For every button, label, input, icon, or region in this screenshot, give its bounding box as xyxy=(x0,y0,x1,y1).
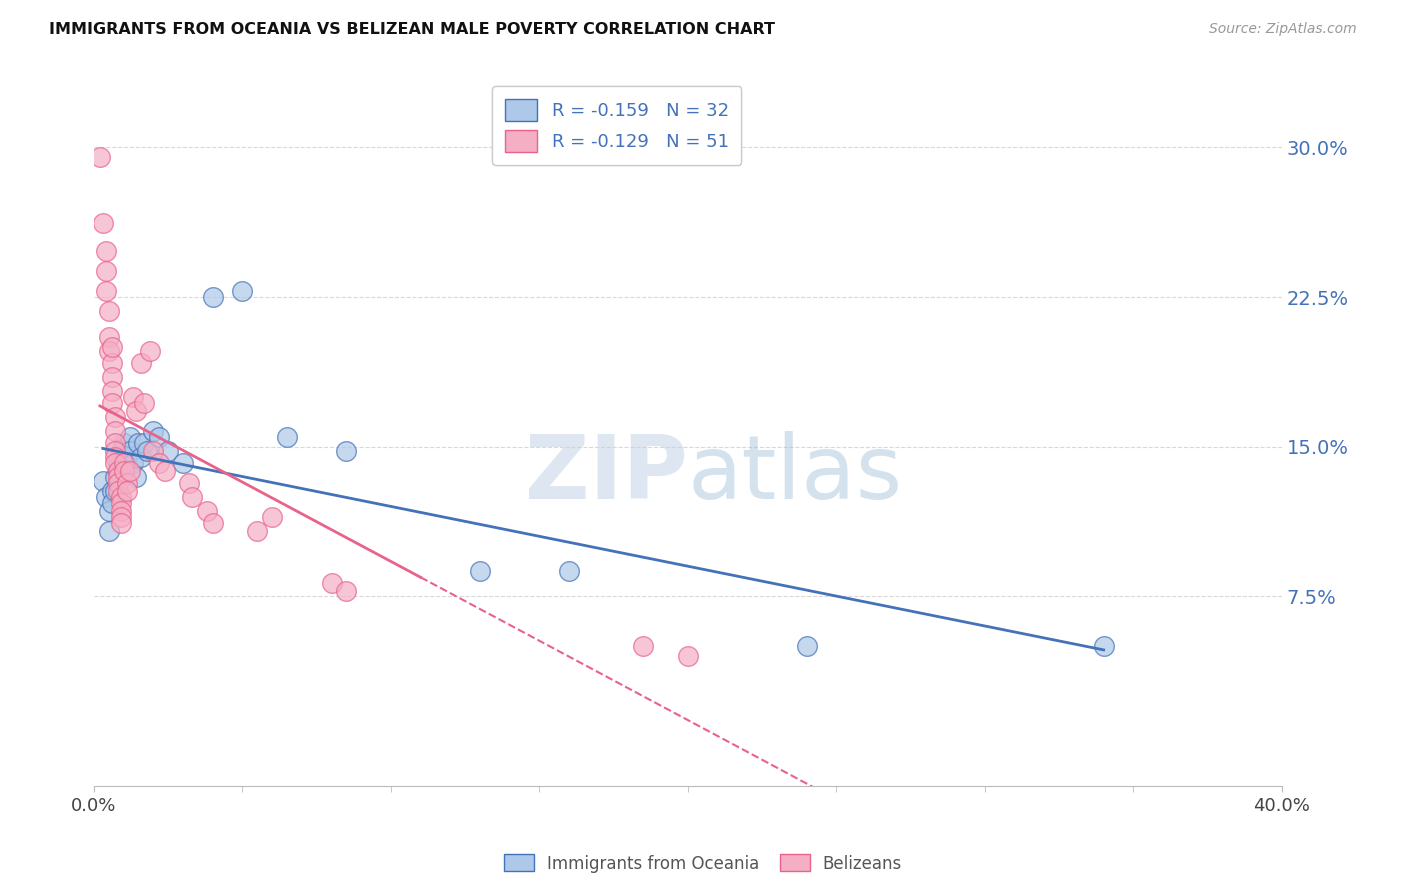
Point xyxy=(134,396,156,410)
Point xyxy=(1092,640,1115,654)
Point xyxy=(796,640,818,654)
Point xyxy=(91,474,114,488)
Legend: R = -0.159   N = 32, R = -0.129   N = 51: R = -0.159 N = 32, R = -0.129 N = 51 xyxy=(492,87,741,165)
Point xyxy=(142,424,165,438)
Point xyxy=(110,516,132,530)
Point xyxy=(97,330,120,344)
Point xyxy=(107,483,129,498)
Point xyxy=(112,464,135,478)
Point xyxy=(115,483,138,498)
Point xyxy=(136,443,159,458)
Point xyxy=(104,435,127,450)
Point xyxy=(100,496,122,510)
Point xyxy=(100,483,122,498)
Point xyxy=(246,524,269,538)
Point xyxy=(195,503,218,517)
Point xyxy=(118,464,141,478)
Point xyxy=(110,456,132,470)
Point xyxy=(121,456,143,470)
Point xyxy=(100,370,122,384)
Point xyxy=(97,343,120,358)
Point xyxy=(112,456,135,470)
Point xyxy=(134,435,156,450)
Point xyxy=(91,216,114,230)
Point xyxy=(148,430,170,444)
Point xyxy=(110,509,132,524)
Text: Source: ZipAtlas.com: Source: ZipAtlas.com xyxy=(1209,22,1357,37)
Point xyxy=(157,443,180,458)
Point xyxy=(172,456,194,470)
Point xyxy=(107,464,129,478)
Point xyxy=(139,343,162,358)
Point xyxy=(107,456,129,470)
Point xyxy=(124,404,146,418)
Point xyxy=(276,430,298,444)
Point xyxy=(104,483,127,498)
Point xyxy=(89,150,111,164)
Point xyxy=(181,490,204,504)
Point xyxy=(94,264,117,278)
Point xyxy=(321,575,343,590)
Point xyxy=(110,503,132,517)
Point xyxy=(100,384,122,398)
Point xyxy=(100,356,122,370)
Point xyxy=(201,516,224,530)
Point xyxy=(633,640,655,654)
Point xyxy=(121,390,143,404)
Point xyxy=(131,450,153,464)
Point xyxy=(94,284,117,298)
Point xyxy=(104,456,127,470)
Point xyxy=(558,564,581,578)
Point xyxy=(201,290,224,304)
Point xyxy=(94,490,117,504)
Point xyxy=(118,443,141,458)
Point xyxy=(131,356,153,370)
Point xyxy=(104,469,127,483)
Text: ZIP: ZIP xyxy=(524,431,688,518)
Point xyxy=(100,340,122,354)
Point xyxy=(110,443,132,458)
Point xyxy=(335,583,357,598)
Point xyxy=(262,509,284,524)
Point xyxy=(335,443,357,458)
Point xyxy=(115,450,138,464)
Point xyxy=(153,464,176,478)
Point xyxy=(97,524,120,538)
Point xyxy=(177,475,200,490)
Point xyxy=(148,456,170,470)
Point xyxy=(104,450,127,464)
Point xyxy=(231,284,253,298)
Legend: Immigrants from Oceania, Belizeans: Immigrants from Oceania, Belizeans xyxy=(498,847,908,880)
Point xyxy=(127,435,149,450)
Point xyxy=(124,469,146,483)
Point xyxy=(107,469,129,483)
Point xyxy=(104,443,127,458)
Point xyxy=(104,424,127,438)
Point xyxy=(110,490,132,504)
Text: atlas: atlas xyxy=(688,431,903,518)
Point xyxy=(676,649,699,664)
Point xyxy=(107,464,129,478)
Point xyxy=(100,396,122,410)
Point xyxy=(104,409,127,424)
Point xyxy=(107,475,129,490)
Point xyxy=(112,435,135,450)
Text: IMMIGRANTS FROM OCEANIA VS BELIZEAN MALE POVERTY CORRELATION CHART: IMMIGRANTS FROM OCEANIA VS BELIZEAN MALE… xyxy=(49,22,775,37)
Point xyxy=(142,443,165,458)
Point xyxy=(110,496,132,510)
Point xyxy=(97,503,120,517)
Point xyxy=(94,244,117,259)
Point xyxy=(118,430,141,444)
Point xyxy=(97,304,120,318)
Point xyxy=(468,564,491,578)
Point xyxy=(115,475,138,490)
